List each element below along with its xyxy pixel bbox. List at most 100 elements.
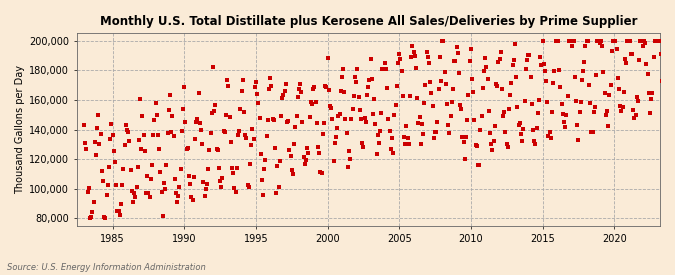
- Point: [623, 39, 634, 43]
- Point: [654, 39, 665, 43]
- Point: [340, 117, 351, 121]
- Point: [440, 82, 451, 86]
- Point: [599, 91, 610, 95]
- Point: [472, 163, 483, 167]
- Point: [286, 168, 297, 173]
- Point: [564, 39, 574, 43]
- Point: [300, 158, 311, 162]
- Point: [605, 83, 616, 87]
- Point: [609, 39, 620, 43]
- Point: [369, 97, 379, 101]
- Point: [603, 124, 614, 128]
- Point: [477, 86, 488, 90]
- Point: [553, 39, 564, 43]
- Point: [635, 39, 646, 43]
- Point: [589, 110, 599, 114]
- Point: [622, 39, 632, 43]
- Point: [272, 164, 283, 169]
- Point: [334, 111, 345, 116]
- Point: [512, 105, 523, 109]
- Point: [174, 185, 185, 190]
- Point: [207, 111, 217, 116]
- Point: [376, 111, 387, 116]
- Point: [357, 141, 368, 145]
- Point: [427, 104, 438, 108]
- Point: [455, 102, 466, 107]
- Point: [551, 39, 562, 43]
- Y-axis label: Thousand Gallons per Day: Thousand Gallons per Day: [15, 65, 25, 194]
- Point: [87, 210, 98, 214]
- Point: [522, 58, 533, 62]
- Point: [370, 121, 381, 126]
- Point: [266, 84, 277, 89]
- Point: [400, 142, 410, 146]
- Point: [225, 139, 236, 144]
- Point: [210, 103, 221, 107]
- Point: [171, 200, 182, 204]
- Point: [558, 112, 568, 117]
- Point: [142, 173, 153, 178]
- Point: [308, 86, 319, 91]
- Point: [209, 109, 219, 113]
- Point: [424, 60, 435, 65]
- Point: [626, 52, 637, 56]
- Point: [88, 200, 99, 205]
- Point: [100, 216, 111, 221]
- Point: [632, 99, 643, 104]
- Point: [358, 145, 369, 149]
- Point: [499, 110, 510, 114]
- Point: [289, 142, 300, 146]
- Point: [495, 50, 506, 54]
- Point: [404, 142, 414, 146]
- Point: [205, 131, 216, 135]
- Point: [431, 130, 441, 134]
- Point: [191, 120, 202, 125]
- Point: [345, 157, 356, 161]
- Point: [222, 78, 233, 82]
- Point: [202, 182, 213, 186]
- Point: [390, 103, 401, 108]
- Point: [426, 90, 437, 95]
- Point: [652, 39, 663, 43]
- Point: [304, 115, 315, 120]
- Point: [392, 84, 402, 88]
- Point: [362, 85, 373, 89]
- Point: [651, 39, 661, 43]
- Point: [620, 57, 630, 61]
- Point: [544, 130, 555, 134]
- Title: Monthly U.S. Total Distillate plus Kerosene All Sales/Deliveries by Prime Suppli: Monthly U.S. Total Distillate plus Keros…: [100, 15, 637, 28]
- Point: [134, 138, 144, 142]
- Point: [176, 166, 186, 171]
- Point: [516, 131, 526, 136]
- Point: [539, 69, 550, 73]
- Point: [216, 184, 227, 189]
- Point: [439, 69, 450, 74]
- Point: [143, 191, 154, 195]
- Point: [445, 114, 456, 118]
- Point: [269, 145, 280, 150]
- Point: [574, 110, 585, 114]
- Point: [329, 140, 340, 145]
- Point: [140, 191, 151, 196]
- Point: [482, 77, 493, 81]
- Point: [457, 135, 468, 140]
- Point: [481, 65, 492, 69]
- Point: [80, 141, 90, 145]
- Point: [317, 132, 328, 136]
- Point: [240, 133, 250, 138]
- Point: [254, 116, 265, 120]
- Point: [155, 170, 166, 175]
- Point: [570, 99, 581, 103]
- Point: [124, 138, 135, 143]
- Point: [241, 135, 252, 140]
- Point: [244, 162, 255, 166]
- Point: [533, 111, 543, 115]
- Point: [281, 120, 292, 124]
- Point: [476, 114, 487, 118]
- Point: [572, 123, 583, 127]
- Point: [182, 145, 193, 150]
- Point: [579, 59, 590, 64]
- Point: [454, 71, 464, 76]
- Point: [230, 190, 241, 194]
- Point: [306, 101, 317, 106]
